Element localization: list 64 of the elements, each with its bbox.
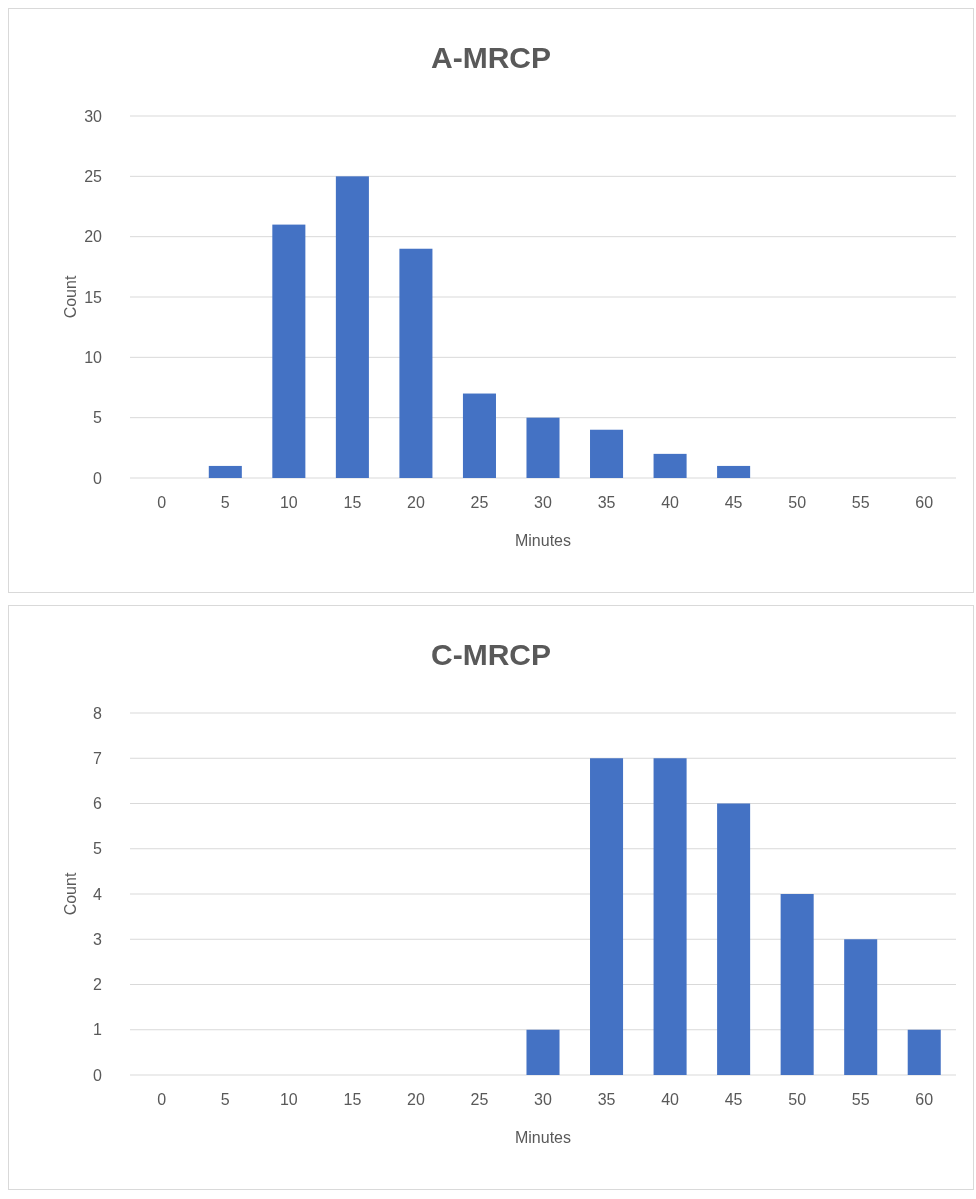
y-tick-label: 8	[93, 704, 103, 722]
x-tick-label: 45	[724, 494, 743, 511]
x-tick-label: 50	[788, 494, 807, 511]
bar	[907, 1029, 941, 1075]
bar	[653, 453, 687, 478]
bar	[335, 176, 369, 478]
x-tick-label: 40	[661, 1091, 680, 1108]
y-tick-label: 1	[93, 1021, 103, 1039]
y-tick-label: 10	[84, 348, 103, 366]
x-tick-label: 20	[407, 494, 425, 511]
x-tick-label: 50	[788, 1091, 807, 1108]
y-axis-title: Count	[62, 872, 79, 916]
y-tick-label: 0	[93, 469, 103, 487]
chart-title: A-MRCP	[431, 41, 551, 74]
bar	[526, 417, 560, 478]
y-tick-label: 15	[84, 288, 103, 306]
x-tick-label: 20	[407, 1091, 425, 1108]
bar	[590, 758, 624, 1075]
x-tick-label: 0	[157, 494, 167, 511]
y-tick-label: 7	[93, 749, 103, 767]
bar	[272, 224, 306, 478]
bar	[590, 429, 624, 478]
y-tick-label: 4	[93, 885, 103, 903]
y-tick-label: 0	[93, 1066, 103, 1084]
y-tick-label: 2	[93, 976, 103, 994]
x-tick-label: 5	[220, 1091, 230, 1108]
bar	[399, 248, 433, 478]
y-axis-title: Count	[62, 275, 79, 319]
bar	[717, 465, 751, 478]
y-tick-label: 30	[84, 107, 103, 125]
chart-title: C-MRCP	[431, 638, 551, 671]
bar	[653, 758, 687, 1075]
x-tick-label: 55	[851, 494, 870, 511]
y-tick-label: 20	[84, 228, 103, 246]
y-tick-label: 5	[93, 409, 103, 427]
x-tick-label: 60	[915, 1091, 934, 1108]
x-tick-label: 15	[343, 494, 362, 511]
x-tick-label: 25	[470, 1091, 489, 1108]
x-tick-label: 25	[470, 494, 489, 511]
x-tick-label: 30	[534, 494, 552, 511]
bar	[208, 465, 242, 478]
y-tick-label: 5	[93, 840, 103, 858]
y-tick-label: 3	[93, 930, 103, 948]
y-tick-label: 6	[93, 795, 103, 813]
x-tick-label: 0	[157, 1091, 167, 1108]
x-tick-label: 60	[915, 494, 934, 511]
x-tick-label: 10	[279, 1091, 298, 1108]
x-axis-title: Minutes	[514, 1129, 572, 1146]
x-tick-label: 15	[343, 1091, 362, 1108]
x-axis-title: Minutes	[514, 532, 572, 549]
bar	[526, 1029, 560, 1075]
bar	[780, 894, 814, 1075]
y-tick-label: 25	[84, 167, 103, 185]
bar	[844, 939, 878, 1075]
x-tick-label: 40	[661, 494, 680, 511]
x-tick-label: 45	[724, 1091, 743, 1108]
bar	[717, 803, 751, 1075]
bar	[462, 393, 496, 478]
x-tick-label: 35	[597, 1091, 616, 1108]
x-tick-label: 5	[220, 494, 230, 511]
x-tick-label: 35	[597, 494, 616, 511]
x-tick-label: 55	[851, 1091, 870, 1108]
x-tick-label: 30	[534, 1091, 552, 1108]
x-tick-label: 10	[279, 494, 298, 511]
